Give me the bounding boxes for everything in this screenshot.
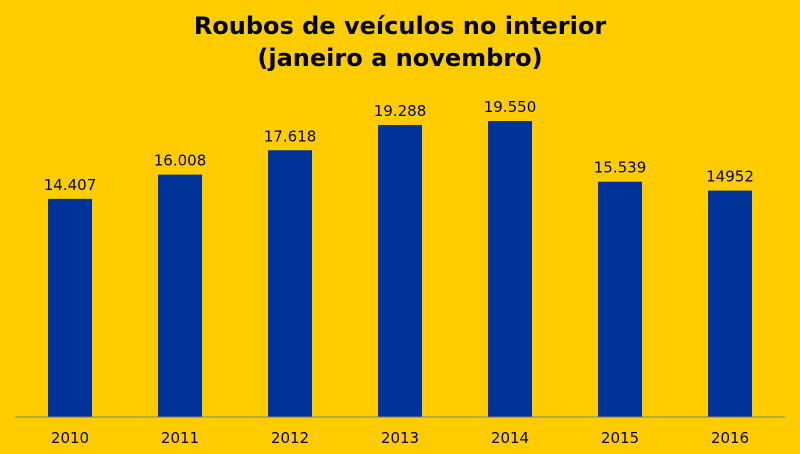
data-label-2010: 14.407 [44, 176, 97, 194]
bar-2014 [488, 121, 532, 417]
bars-layer [48, 121, 752, 417]
data-label-2011: 16.008 [154, 152, 207, 170]
x-tick-label-2013: 2013 [381, 429, 419, 447]
chart-title: Roubos de veículos no interior [194, 12, 607, 40]
x-tick-label-2010: 2010 [51, 429, 89, 447]
data-labels-layer: 14.407 16.008 17.618 19.288 19.550 15.539 1495… [44, 98, 754, 194]
data-label-2012: 17.618 [264, 127, 317, 145]
bar-2011 [158, 174, 202, 417]
chart-subtitle: (janeiro a novembro) [257, 44, 542, 72]
bar-2013 [378, 124, 422, 417]
x-tick-label-2012: 2012 [271, 429, 309, 447]
bar-2015 [598, 181, 642, 417]
data-label-2016: 14952 [706, 168, 754, 186]
data-label-2013: 19.288 [374, 102, 427, 120]
x-tick-label-2011: 2011 [161, 429, 199, 447]
data-label-2014: 19.550 [484, 98, 537, 116]
bar-2016 [708, 190, 752, 417]
bar-2012 [268, 150, 312, 417]
data-label-2015: 15.539 [594, 159, 647, 177]
x-tick-labels-layer: 2010 2011 2012 2013 2014 2015 2016 [51, 429, 749, 447]
x-tick-label-2014: 2014 [491, 429, 529, 447]
bar-2010 [48, 198, 92, 417]
x-tick-label-2016: 2016 [711, 429, 749, 447]
x-tick-label-2015: 2015 [601, 429, 639, 447]
